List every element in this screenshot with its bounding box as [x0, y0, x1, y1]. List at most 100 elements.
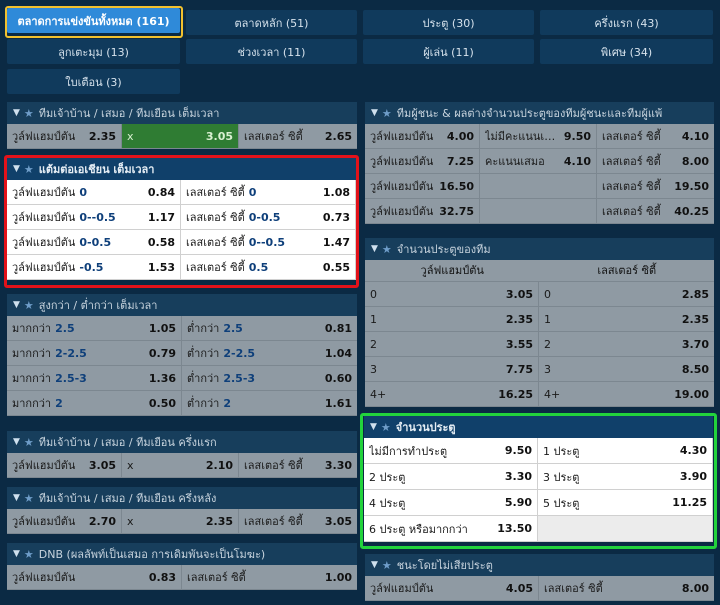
odds-away[interactable]: เลสเตอร์ ซิตี้ 8.00 [539, 576, 714, 600]
odds-home[interactable]: วูล์ฟแฮมป์ตัน 0 0.84 [7, 180, 181, 204]
star-icon[interactable]: ★ [381, 558, 392, 572]
market-header[interactable]: ▼ ★ DNB (ผลลัพท์เป็นเสมอ การเดิมพันจะเป็นโ… [7, 543, 357, 565]
selection-label: คะแนนเสมอ [485, 155, 545, 168]
odds-home[interactable]: วูล์ฟแฮมป์ตัน 2.70 [7, 509, 122, 533]
odds-home[interactable]: วูล์ฟแฮมป์ตัน 0--0.5 1.17 [7, 205, 181, 229]
star-icon[interactable]: ★ [23, 435, 34, 449]
odds-under[interactable]: ต่ำกว่า 2 1.61 [182, 391, 357, 415]
odds-away-goals[interactable]: 4+ 19.00 [539, 382, 714, 406]
odds-value: 1.00 [324, 570, 352, 584]
odds-away[interactable]: เลสเตอร์ ซิตี้ 3.30 [239, 453, 357, 477]
odds-goals[interactable]: 5 ประตู 11.25 [538, 490, 713, 515]
tab-goals[interactable]: ประตู (30) [363, 10, 534, 35]
odds-home-margin[interactable]: วูล์ฟแฮมป์ตัน 32.75 [365, 199, 480, 223]
selection-label: วูล์ฟแฮมป์ตัน [12, 571, 76, 584]
selection-label: มากกว่า [12, 322, 52, 335]
market-header[interactable]: ▼ ★ ทีมเจ้าบ้าน / เสมอ / ทีมเยือน ครึ่งหลั… [7, 487, 357, 509]
odds-goals[interactable]: 2 ประตู 3.30 [364, 464, 538, 489]
star-icon[interactable]: ★ [23, 298, 34, 312]
market-header[interactable]: ▼ ★ จำนวนประตูของทีม [365, 238, 714, 260]
odds-draw[interactable]: x 3.05 [122, 124, 239, 148]
tab-all-markets[interactable]: ตลาดการแข่งขันทั้งหมด (161) [7, 8, 180, 33]
odds-away[interactable]: เลสเตอร์ ซิตี้ 3.05 [239, 509, 357, 533]
odds-away[interactable]: เลสเตอร์ ซิตี้ 0.5 0.55 [181, 255, 356, 279]
odds-goals[interactable]: 4 ประตู 5.90 [364, 490, 538, 515]
odds-away-margin[interactable]: เลสเตอร์ ซิตี้ 40.25 [597, 199, 714, 223]
selection-label: ต่ำกว่า [187, 372, 220, 385]
odds-home-goals[interactable]: 3 7.75 [365, 357, 539, 381]
odds-away[interactable]: เลสเตอร์ ซิตี้ 0--0.5 1.47 [181, 230, 356, 254]
tab-cards[interactable]: ใบเตือน (3) [7, 69, 180, 94]
odds-home[interactable]: วูล์ฟแฮมป์ตัน 2.35 [7, 124, 122, 148]
tab-time[interactable]: ช่วงเวลา (11) [186, 39, 357, 64]
market-header[interactable]: ▼ ★ สูงกว่า / ต่ำกว่า เต็มเวลา [7, 294, 357, 316]
odds-goals[interactable]: 6 ประตู หรือมากกว่า 13.50 [364, 516, 538, 541]
tab-specials[interactable]: พิเศษ (34) [540, 39, 713, 64]
odds-goals[interactable]: 3 ประตู 3.90 [538, 464, 713, 489]
star-icon[interactable]: ★ [380, 420, 391, 434]
odds-over[interactable]: มากกว่า 2 0.50 [7, 391, 182, 415]
odds-home[interactable]: วูล์ฟแฮมป์ตัน -0.5 1.53 [7, 255, 181, 279]
tab-main[interactable]: ตลาดหลัก (51) [186, 10, 357, 35]
market-header[interactable]: ▼ ★ ทีมเจ้าบ้าน / เสมอ / ทีมเยือน ครึ่งแรก [7, 431, 357, 453]
market-header[interactable]: ▼ ★ ชนะโดยไม่เสียประตู [365, 554, 714, 576]
market-title: ทีมเจ้าบ้าน / เสมอ / ทีมเยือน เต็มเวลา [38, 107, 220, 120]
odds-home[interactable]: วูล์ฟแฮมป์ตัน 4.05 [365, 576, 539, 600]
odds-under[interactable]: ต่ำกว่า 2-2.5 1.04 [182, 341, 357, 365]
tab-first-half[interactable]: ครึ่งแรก (43) [540, 10, 713, 35]
odds-home-goals[interactable]: 2 3.55 [365, 332, 539, 356]
odds-home-margin[interactable]: วูล์ฟแฮมป์ตัน 4.00 [365, 124, 480, 148]
star-icon[interactable]: ★ [381, 242, 392, 256]
market-header[interactable]: ▼ ★ แต้มต่อเอเชียน เต็มเวลา [7, 158, 356, 180]
star-icon[interactable]: ★ [23, 491, 34, 505]
star-icon[interactable]: ★ [381, 106, 392, 120]
chevron-down-icon: ▼ [13, 437, 20, 447]
star-icon[interactable]: ★ [23, 106, 34, 120]
odds-goals[interactable]: ไม่มีการทำประตู 9.50 [364, 438, 538, 463]
odds-home[interactable]: วูล์ฟแฮมป์ตัน 0.83 [7, 565, 182, 589]
odds-home[interactable]: วูล์ฟแฮมป์ตัน 3.05 [7, 453, 122, 477]
odds-over[interactable]: มากกว่า 2.5 1.05 [7, 316, 182, 340]
tab-players[interactable]: ผู้เล่น (11) [363, 39, 534, 64]
odds-home-margin[interactable]: วูล์ฟแฮมป์ตัน 7.25 [365, 149, 480, 173]
tab-corners[interactable]: ลูกเตะมุม (13) [7, 39, 180, 64]
odds-draw[interactable]: x 2.10 [122, 453, 239, 477]
star-icon[interactable]: ★ [23, 547, 34, 561]
odds-draw[interactable]: x 2.35 [122, 509, 239, 533]
market-header[interactable]: ▼ ★ จำนวนประตู [364, 416, 713, 438]
chevron-down-icon: ▼ [13, 300, 20, 310]
odds-home-goals[interactable]: 1 2.35 [365, 307, 539, 331]
market-header[interactable]: ▼ ★ ทีมเจ้าบ้าน / เสมอ / ทีมเยือน เต็มเวลา [7, 102, 357, 124]
odds-away-goals[interactable]: 0 2.85 [539, 282, 714, 306]
odds-away-margin[interactable]: เลสเตอร์ ซิตี้ 8.00 [597, 149, 714, 173]
market-header[interactable]: ▼ ★ ทีมผู้ชนะ & ผลต่างจำนวนประตูของทีมผู้ช… [365, 102, 714, 124]
odds-draw-option[interactable]: ไม่มีคะแนนเสมอ 9.50 [480, 124, 597, 148]
odds-home-goals[interactable]: 4+ 16.25 [365, 382, 539, 406]
odds-away-goals[interactable]: 2 3.70 [539, 332, 714, 356]
odds-under[interactable]: ต่ำกว่า 2.5-3 0.60 [182, 366, 357, 390]
odds-value: 4.05 [505, 581, 533, 595]
odds-goals[interactable]: 1 ประตู 4.30 [538, 438, 713, 463]
odds-away-goals[interactable]: 3 8.50 [539, 357, 714, 381]
odds-under[interactable]: ต่ำกว่า 2.5 0.81 [182, 316, 357, 340]
odds-away-margin[interactable]: เลสเตอร์ ซิตี้ 19.50 [597, 174, 714, 198]
odds-over[interactable]: มากกว่า 2.5-3 1.36 [7, 366, 182, 390]
odds-home-goals[interactable]: 0 3.05 [365, 282, 539, 306]
selection-label: วูล์ฟแฮมป์ตัน [370, 180, 434, 193]
odds-draw-option[interactable]: คะแนนเสมอ 4.10 [480, 149, 597, 173]
odds-value: 9.50 [504, 444, 532, 457]
market-winning-margin: ▼ ★ ทีมผู้ชนะ & ผลต่างจำนวนประตูของทีมผู้ช… [365, 102, 714, 224]
odds-away[interactable]: เลสเตอร์ ซิตี้ 0 1.08 [181, 180, 356, 204]
odds-over[interactable]: มากกว่า 2-2.5 0.79 [7, 341, 182, 365]
odds-home[interactable]: วูล์ฟแฮมป์ตัน 0-0.5 0.58 [7, 230, 181, 254]
odds-away[interactable]: เลสเตอร์ ซิตี้ 2.65 [239, 124, 357, 148]
goal-line: 2-2.5 [55, 346, 87, 360]
odds-value: 0.55 [322, 260, 350, 274]
odds-away-margin[interactable]: เลสเตอร์ ซิตี้ 4.10 [597, 124, 714, 148]
market-1x2-second-half: ▼ ★ ทีมเจ้าบ้าน / เสมอ / ทีมเยือน ครึ่งหลั… [7, 487, 357, 534]
odds-away[interactable]: เลสเตอร์ ซิตี้ 1.00 [182, 565, 357, 589]
odds-away-goals[interactable]: 1 2.35 [539, 307, 714, 331]
odds-away[interactable]: เลสเตอร์ ซิตี้ 0-0.5 0.73 [181, 205, 356, 229]
star-icon[interactable]: ★ [23, 162, 34, 176]
odds-home-margin[interactable]: วูล์ฟแฮมป์ตัน 16.50 [365, 174, 480, 198]
